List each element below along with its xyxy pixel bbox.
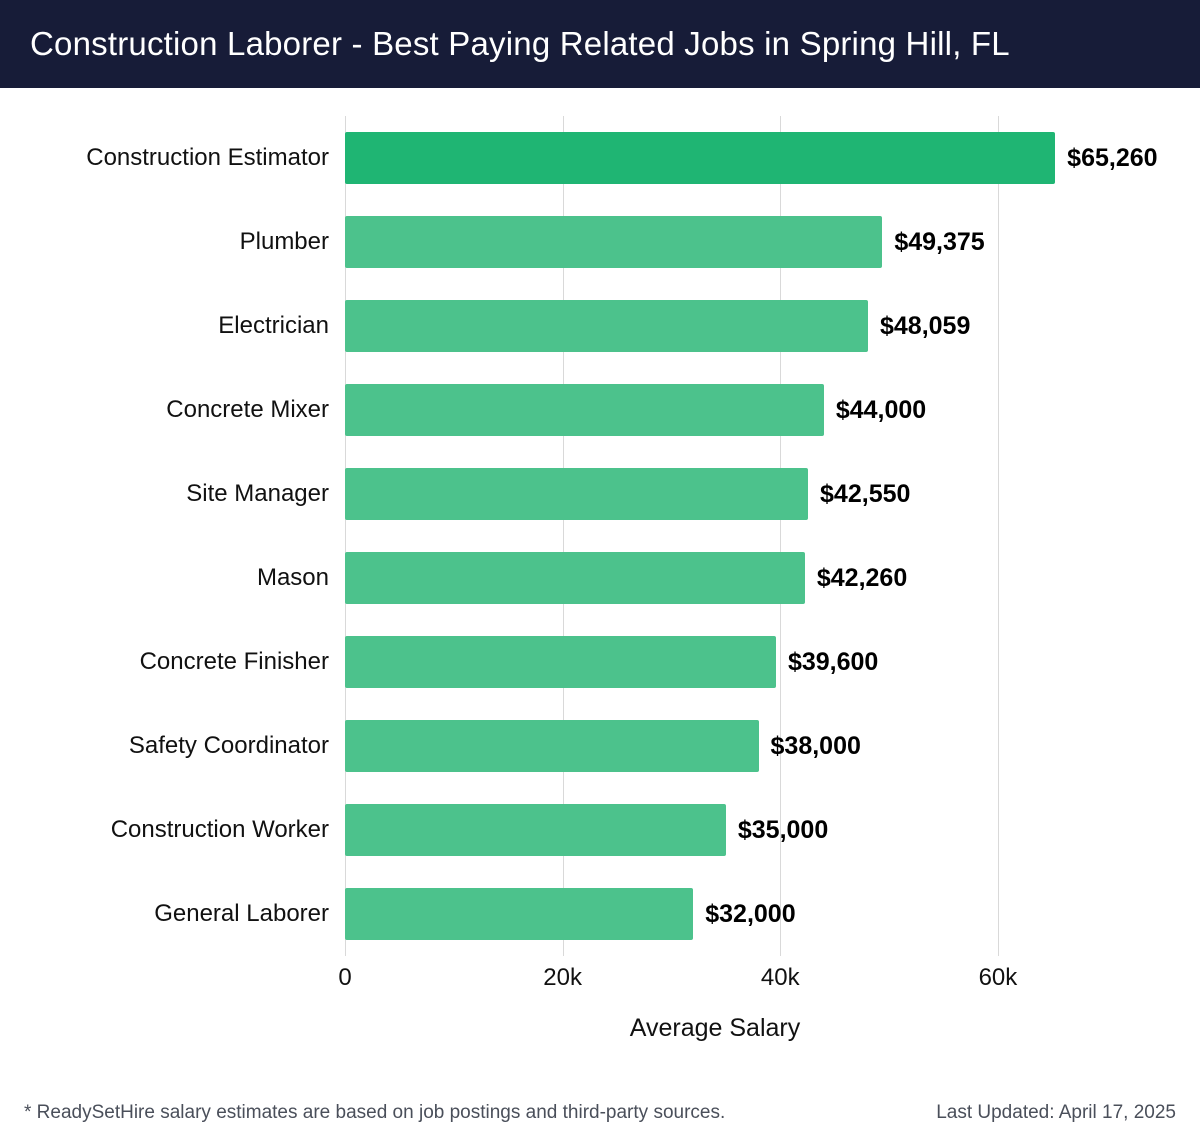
plot-area: $35,000 — [345, 788, 1085, 872]
value-label: $35,000 — [737, 815, 829, 844]
value-label: $44,000 — [835, 395, 927, 424]
category-label: General Laborer — [154, 900, 329, 927]
plot-area: $49,375 — [345, 200, 1085, 284]
x-tick-label: 0 — [338, 964, 352, 991]
category-label: Concrete Mixer — [166, 396, 329, 423]
value-label: $39,600 — [787, 647, 879, 676]
plot-area: $38,000 — [345, 704, 1085, 788]
chart-row: Plumber $49,375 — [0, 200, 1200, 284]
footer-note: * ReadySetHire salary estimates are base… — [24, 1102, 726, 1123]
bar — [345, 300, 868, 352]
bar — [345, 552, 805, 604]
gridline — [997, 116, 999, 956]
chart-row: Electrician $48,059 — [0, 284, 1200, 368]
chart-row: Site Manager $42,550 — [0, 452, 1200, 536]
category-label: Safety Coordinator — [128, 732, 329, 759]
category-label: Electrician — [218, 312, 329, 339]
header-bar: Construction Laborer - Best Paying Relat… — [0, 0, 1200, 88]
category-label: Plumber — [239, 228, 329, 255]
gridlines — [345, 116, 1085, 956]
value-label: $42,260 — [816, 563, 908, 592]
x-axis: 0 20k 40k 60k — [338, 956, 1085, 998]
bar — [345, 132, 1056, 184]
value-label: $38,000 — [770, 731, 861, 760]
bar — [345, 636, 776, 688]
bar — [345, 888, 694, 940]
bar — [345, 384, 824, 436]
bar — [345, 720, 759, 772]
category-label: Construction Worker — [110, 816, 329, 843]
bar — [345, 216, 883, 268]
x-tick-label: 20k — [543, 964, 582, 991]
plot-area: $44,000 — [345, 368, 1085, 452]
chart-row: Safety Coordinator $38,000 — [0, 704, 1200, 788]
bar-chart: Construction Estimator $65,260 Plumber $49,… — [0, 116, 1200, 1043]
last-updated: Last Updated: April 17, 2025 — [936, 1102, 1176, 1123]
value-label: $32,000 — [705, 899, 796, 928]
value-label: $48,059 — [879, 311, 971, 340]
chart-row: Mason $42,260 — [0, 536, 1200, 620]
category-label: Concrete Finisher — [139, 648, 329, 675]
gridline — [780, 116, 782, 956]
bar — [345, 804, 726, 856]
category-label: Site Manager — [186, 480, 329, 507]
value-label: $42,550 — [820, 479, 911, 508]
page-title: Construction Laborer - Best Paying Relat… — [30, 25, 1010, 62]
footer: * ReadySetHire salary estimates are base… — [24, 1102, 1176, 1124]
plot-area: $65,260 — [345, 116, 1158, 200]
value-label: $49,375 — [894, 227, 985, 256]
plot-area: $42,550 — [345, 452, 1085, 536]
chart-row: Concrete Finisher $39,600 — [0, 620, 1200, 704]
x-axis-title: Average Salary — [629, 1014, 801, 1042]
category-label: Construction Estimator — [86, 144, 329, 171]
value-label: $65,260 — [1067, 143, 1158, 172]
plot-area: $42,260 — [345, 536, 1085, 620]
plot-area: $39,600 — [345, 620, 1085, 704]
plot-area: $48,059 — [345, 284, 1085, 368]
chart-row: Construction Estimator $65,260 — [0, 116, 1200, 200]
gridline — [562, 116, 564, 956]
chart-rows: Construction Estimator $65,260 Plumber $49,… — [0, 116, 1200, 956]
chart-row: General Laborer $32,000 — [0, 872, 1200, 956]
x-tick-label: 40k — [760, 964, 800, 991]
category-label: Mason — [256, 564, 329, 591]
chart-row: Concrete Mixer $44,000 — [0, 368, 1200, 452]
x-tick-label: 60k — [978, 964, 1018, 991]
gridline — [345, 116, 346, 956]
chart-row: Construction Worker $35,000 — [0, 788, 1200, 872]
bar — [345, 468, 809, 520]
plot-area: $32,000 — [345, 872, 1085, 956]
